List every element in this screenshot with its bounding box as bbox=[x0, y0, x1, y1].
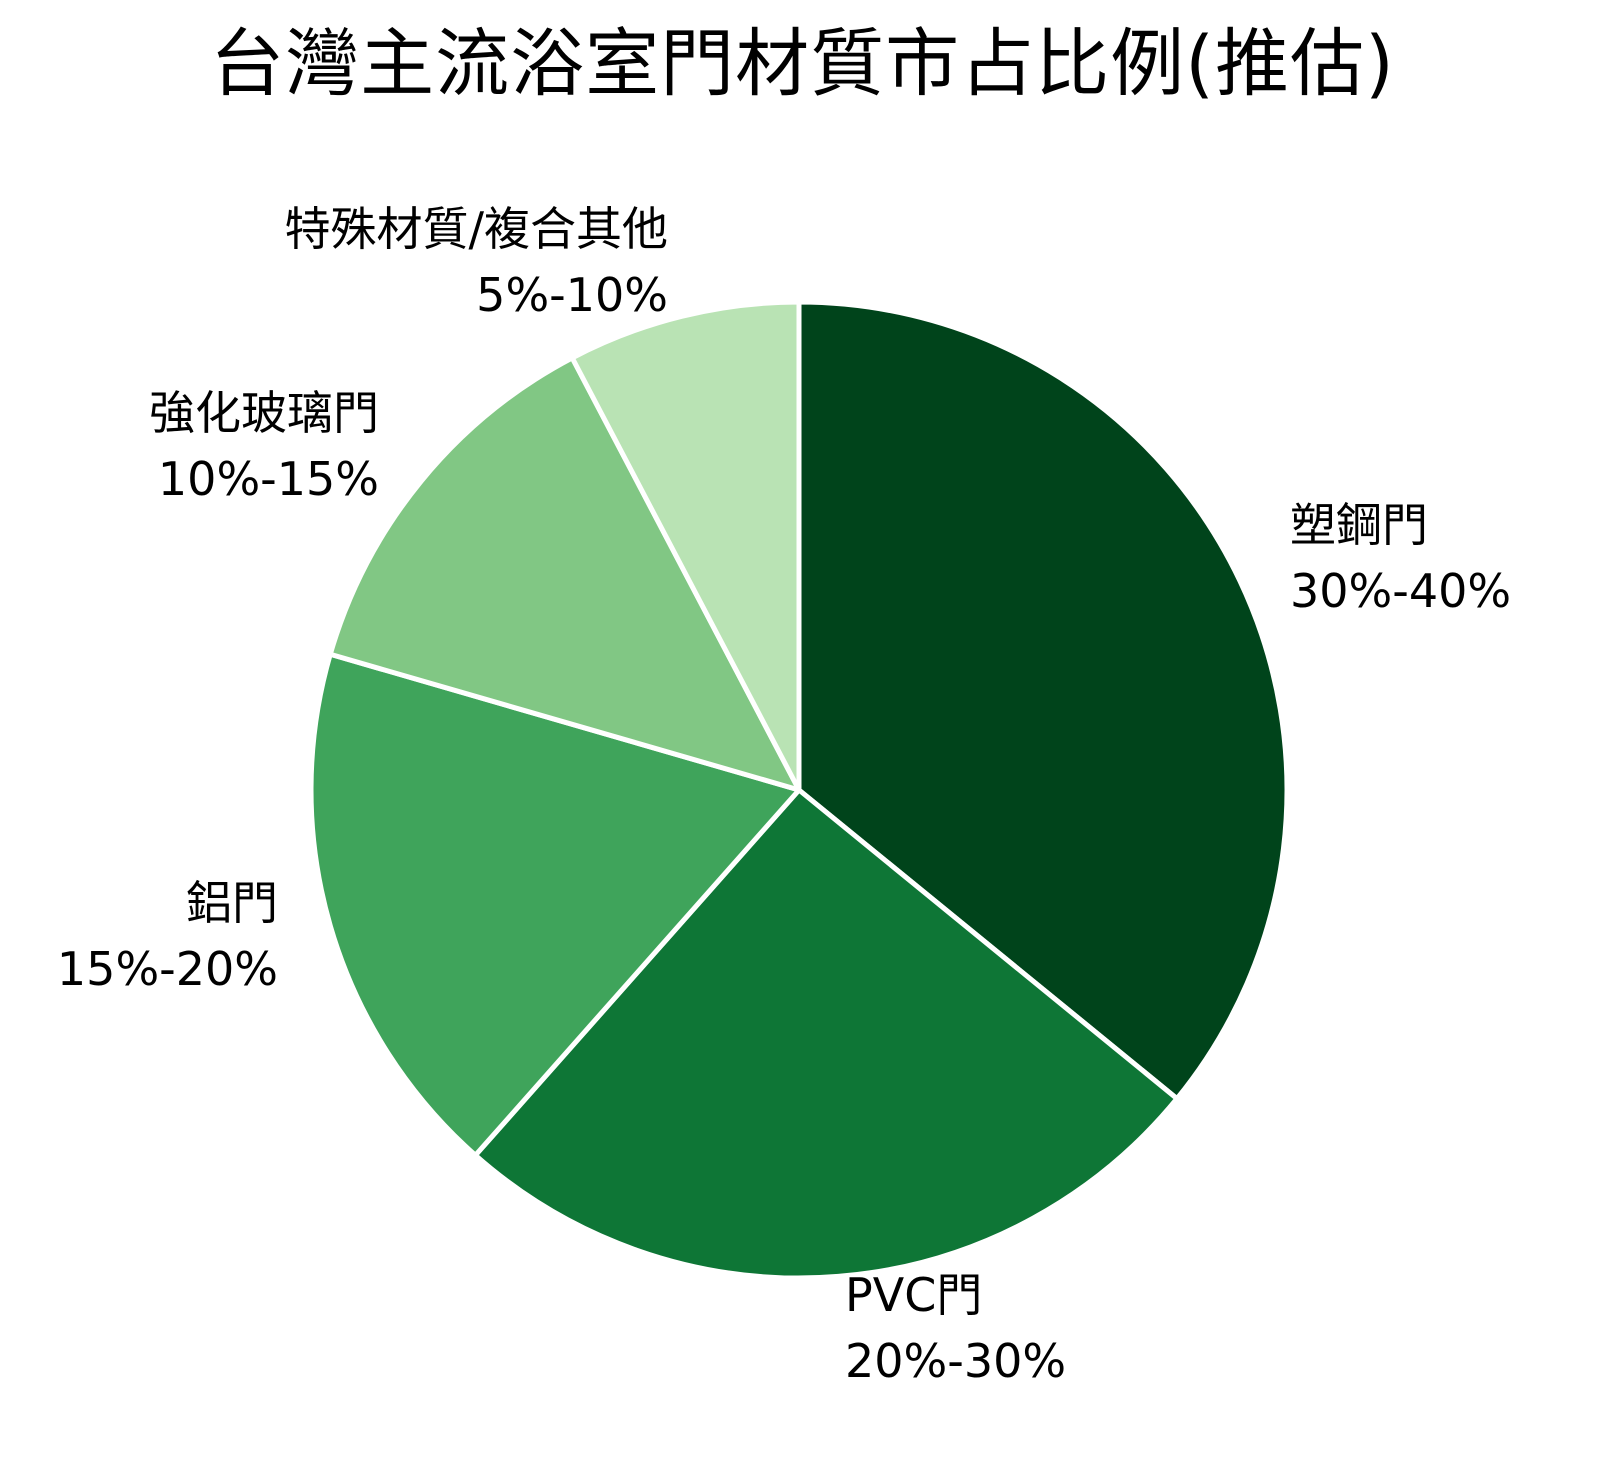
slice-label-upvc: 塑鋼門 30%-40% bbox=[1290, 492, 1511, 624]
slice-range: 20%-30% bbox=[845, 1334, 1067, 1388]
pie-slice bbox=[472, 787, 1180, 1281]
slice-label-tempered-glass: 強化玻璃門 10%-15% bbox=[149, 380, 379, 512]
slice-range: 5%-10% bbox=[476, 268, 668, 322]
slice-name: 強化玻璃門 bbox=[149, 386, 379, 440]
pie-slice bbox=[569, 299, 802, 793]
slice-range: 15%-20% bbox=[56, 942, 278, 996]
slice-name: 鋁門 bbox=[186, 876, 278, 930]
pie-slice bbox=[308, 651, 802, 1158]
slice-name: 塑鋼門 bbox=[1290, 498, 1428, 552]
slice-range: 30%-40% bbox=[1290, 564, 1512, 618]
slice-label-aluminum: 鋁門 15%-20% bbox=[57, 870, 278, 1002]
slice-range: 10%-15% bbox=[157, 452, 379, 506]
pie-slices bbox=[308, 299, 1290, 1281]
pie-slice bbox=[796, 299, 1290, 1102]
chart-title: 台灣主流浴室門材質市占比例(推估) bbox=[210, 21, 1395, 107]
slice-name: 特殊材質/複合其他 bbox=[284, 202, 669, 256]
pie-slice bbox=[327, 355, 802, 793]
slice-label-special-composite: 特殊材質/複合其他 5%-10% bbox=[285, 196, 669, 328]
slice-label-pvc: PVC門 20%-30% bbox=[845, 1262, 1066, 1394]
slice-name: PVC門 bbox=[845, 1268, 983, 1322]
